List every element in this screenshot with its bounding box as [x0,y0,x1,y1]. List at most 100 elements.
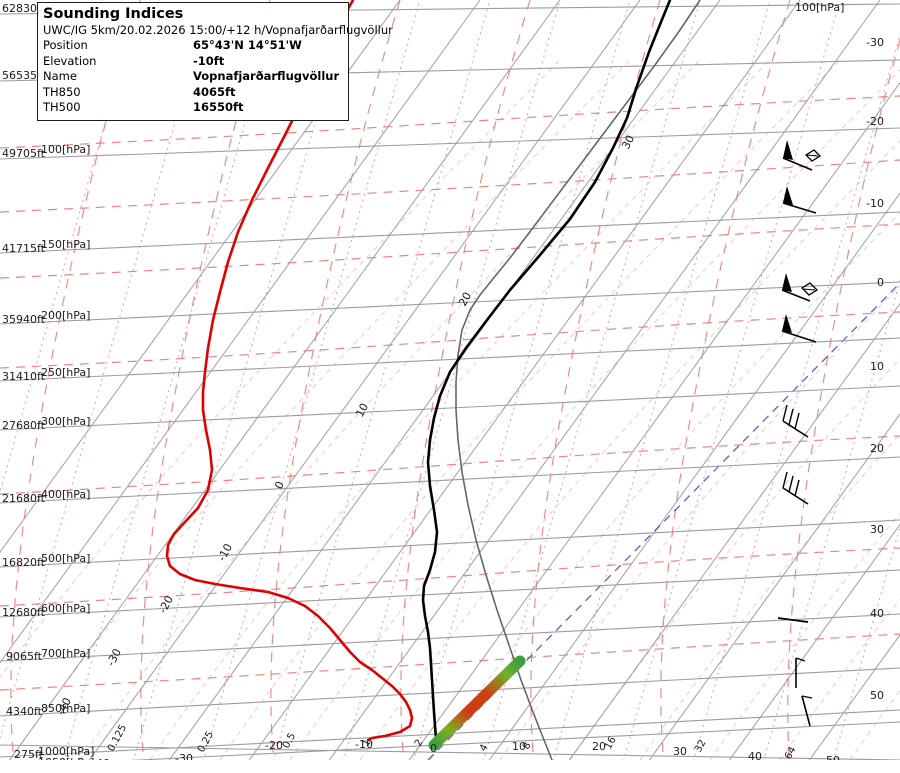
info-value: 16550ft [193,100,244,115]
isotherm-label: 20 [456,290,474,308]
temp-tick: 20 [592,740,606,753]
temp-tick: 50 [826,754,840,767]
altitude-label: 27680ft [2,419,46,432]
wind-barb [777,617,809,623]
temp-tick: 30 [870,523,884,536]
temp-tick: -20 [866,115,884,128]
info-value: 4065ft [193,84,236,99]
wind-barb-column [777,140,822,727]
mixing-ratio-tick: 32 [693,738,709,754]
temp-tick: -30 [866,36,884,49]
top-pressure-label: 100[hPa] [795,1,844,14]
wind-barb [795,657,806,688]
info-value: 65°43'N 14°51'W [193,38,302,52]
temp-tick: 10 [870,360,884,373]
temp-tick: -10 [355,738,373,751]
mixing-ratio-tick: 1 [361,738,374,749]
pressure-label: 250[hPa] [41,366,90,379]
altitude-label: 275ft [14,748,44,761]
wind-barb [781,314,817,343]
isotherm-label: 10 [353,401,371,419]
info-box-title: Sounding Indices [43,6,184,22]
pressure-label: 400[hPa] [41,488,90,501]
pressure-label: 150[hPa] [41,238,90,251]
pressure-label: 1000[hPa] [38,745,94,758]
left-altitude-labels: 49705ft 41715ft 35940ft 31410ft 27680ft … [2,147,46,761]
altitude-label: 12680ft [2,606,46,619]
pressure-label: 200[hPa] [41,309,90,322]
altitude-label: 31410ft [2,370,46,383]
sounding-indices-box: Sounding Indices UWC/IG 5km/20.02.2026 1… [37,2,393,121]
altitude-label: 35940ft [2,313,46,326]
temperature-curve [421,0,672,746]
wind-barb [781,273,819,302]
altitude-label: 16820ft [2,556,46,569]
mixing-ratio-tick: 2 [413,738,426,749]
info-row: TH500 16550ft [43,100,343,116]
wind-barb [801,695,813,727]
mixing-ratio-tick: 64 [783,745,799,761]
mixing-ratio-tick: 0.25 [196,730,216,755]
info-box-subtitle: UWC/IG 5km/20.02.2026 15:00/+12 h/Vopnaf… [43,23,393,37]
wind-barb [782,471,809,505]
dry-adiabat-lines [0,59,900,760]
temp-tick: 10 [512,740,526,753]
pressure-label: 500[hPa] [41,552,90,565]
temp-tick: 40 [748,750,762,763]
temp-tick: 0 [877,276,884,289]
bottom-temperature-labels: -40 -30 -20 -10 0 10 20 30 40 50 [92,738,840,770]
temp-tick: -20 [265,739,283,752]
pressure-label: 100[hPa] [41,143,90,156]
info-key: Position [43,38,88,52]
altitude-label: 49705ft [2,147,46,160]
mixing-ratio-tick: 16 [603,735,619,751]
wind-barb [782,186,817,214]
pressure-label: 600[hPa] [41,602,90,615]
info-key: Elevation [43,53,97,68]
temp-tick: 0 [430,742,437,755]
altitude-label: 4340ft [6,705,43,718]
info-key: Name [43,69,77,84]
altitude-label: 21680ft [2,492,46,505]
temp-tick: 30 [673,745,687,758]
temp-tick: 50 [870,689,884,702]
info-row: Name Vopnafjarðarflugvöllur [43,69,343,85]
info-row: TH850 4065ft [43,85,343,101]
pressure-level-labels: 100[hPa] 150[hPa] 200[hPa] 250[hPa] 300[… [38,143,94,769]
wind-barb [782,140,822,171]
pressure-label: 300[hPa] [41,415,90,428]
pressure-label: 700[hPa] [41,647,90,660]
info-value: -10ft [193,53,225,68]
temp-tick: 40 [870,607,884,620]
top-altitude-labels: 62830ft 56535ft [2,2,46,82]
isotherm-label: -20 [156,593,176,615]
saturated-adiabat-steep-lines [10,0,900,760]
interior-isotherm-labels: 30 20 10 0 -10 -20 -30 -40 [54,133,637,717]
pressure-label: 850[hPa] [41,702,90,715]
info-key: TH850 [43,84,81,99]
isotherm-label: -30 [104,646,124,668]
info-key: TH500 [43,100,81,115]
dewpoint-curve [165,0,414,742]
altitude-label: 62830ft [2,2,46,15]
mixing-ratio-tick: 0.5 [281,731,298,750]
isotherm-label: 30 [619,133,637,151]
info-value: Vopnafjarðarflugvöllur [193,69,340,84]
info-row: Elevation -10ft [43,54,343,70]
temp-tick: 20 [870,442,884,455]
wind-barb [782,404,809,438]
temp-tick: -10 [866,197,884,210]
mixing-ratio-tick: 4 [478,743,491,754]
temp-tick: -40 [92,757,110,770]
mixing-ratio-tick: 0.125 [106,723,129,753]
altitude-label: 41715ft [2,242,46,255]
temp-tick: -30 [175,752,193,765]
altitude-label: 56535ft [2,69,46,82]
cape-energy-bar [428,655,526,751]
altitude-label: 9065ft [6,650,43,663]
pressure-label: 1050[hPa] [38,756,94,769]
mixing-ratio-tick: 8 [521,741,534,752]
